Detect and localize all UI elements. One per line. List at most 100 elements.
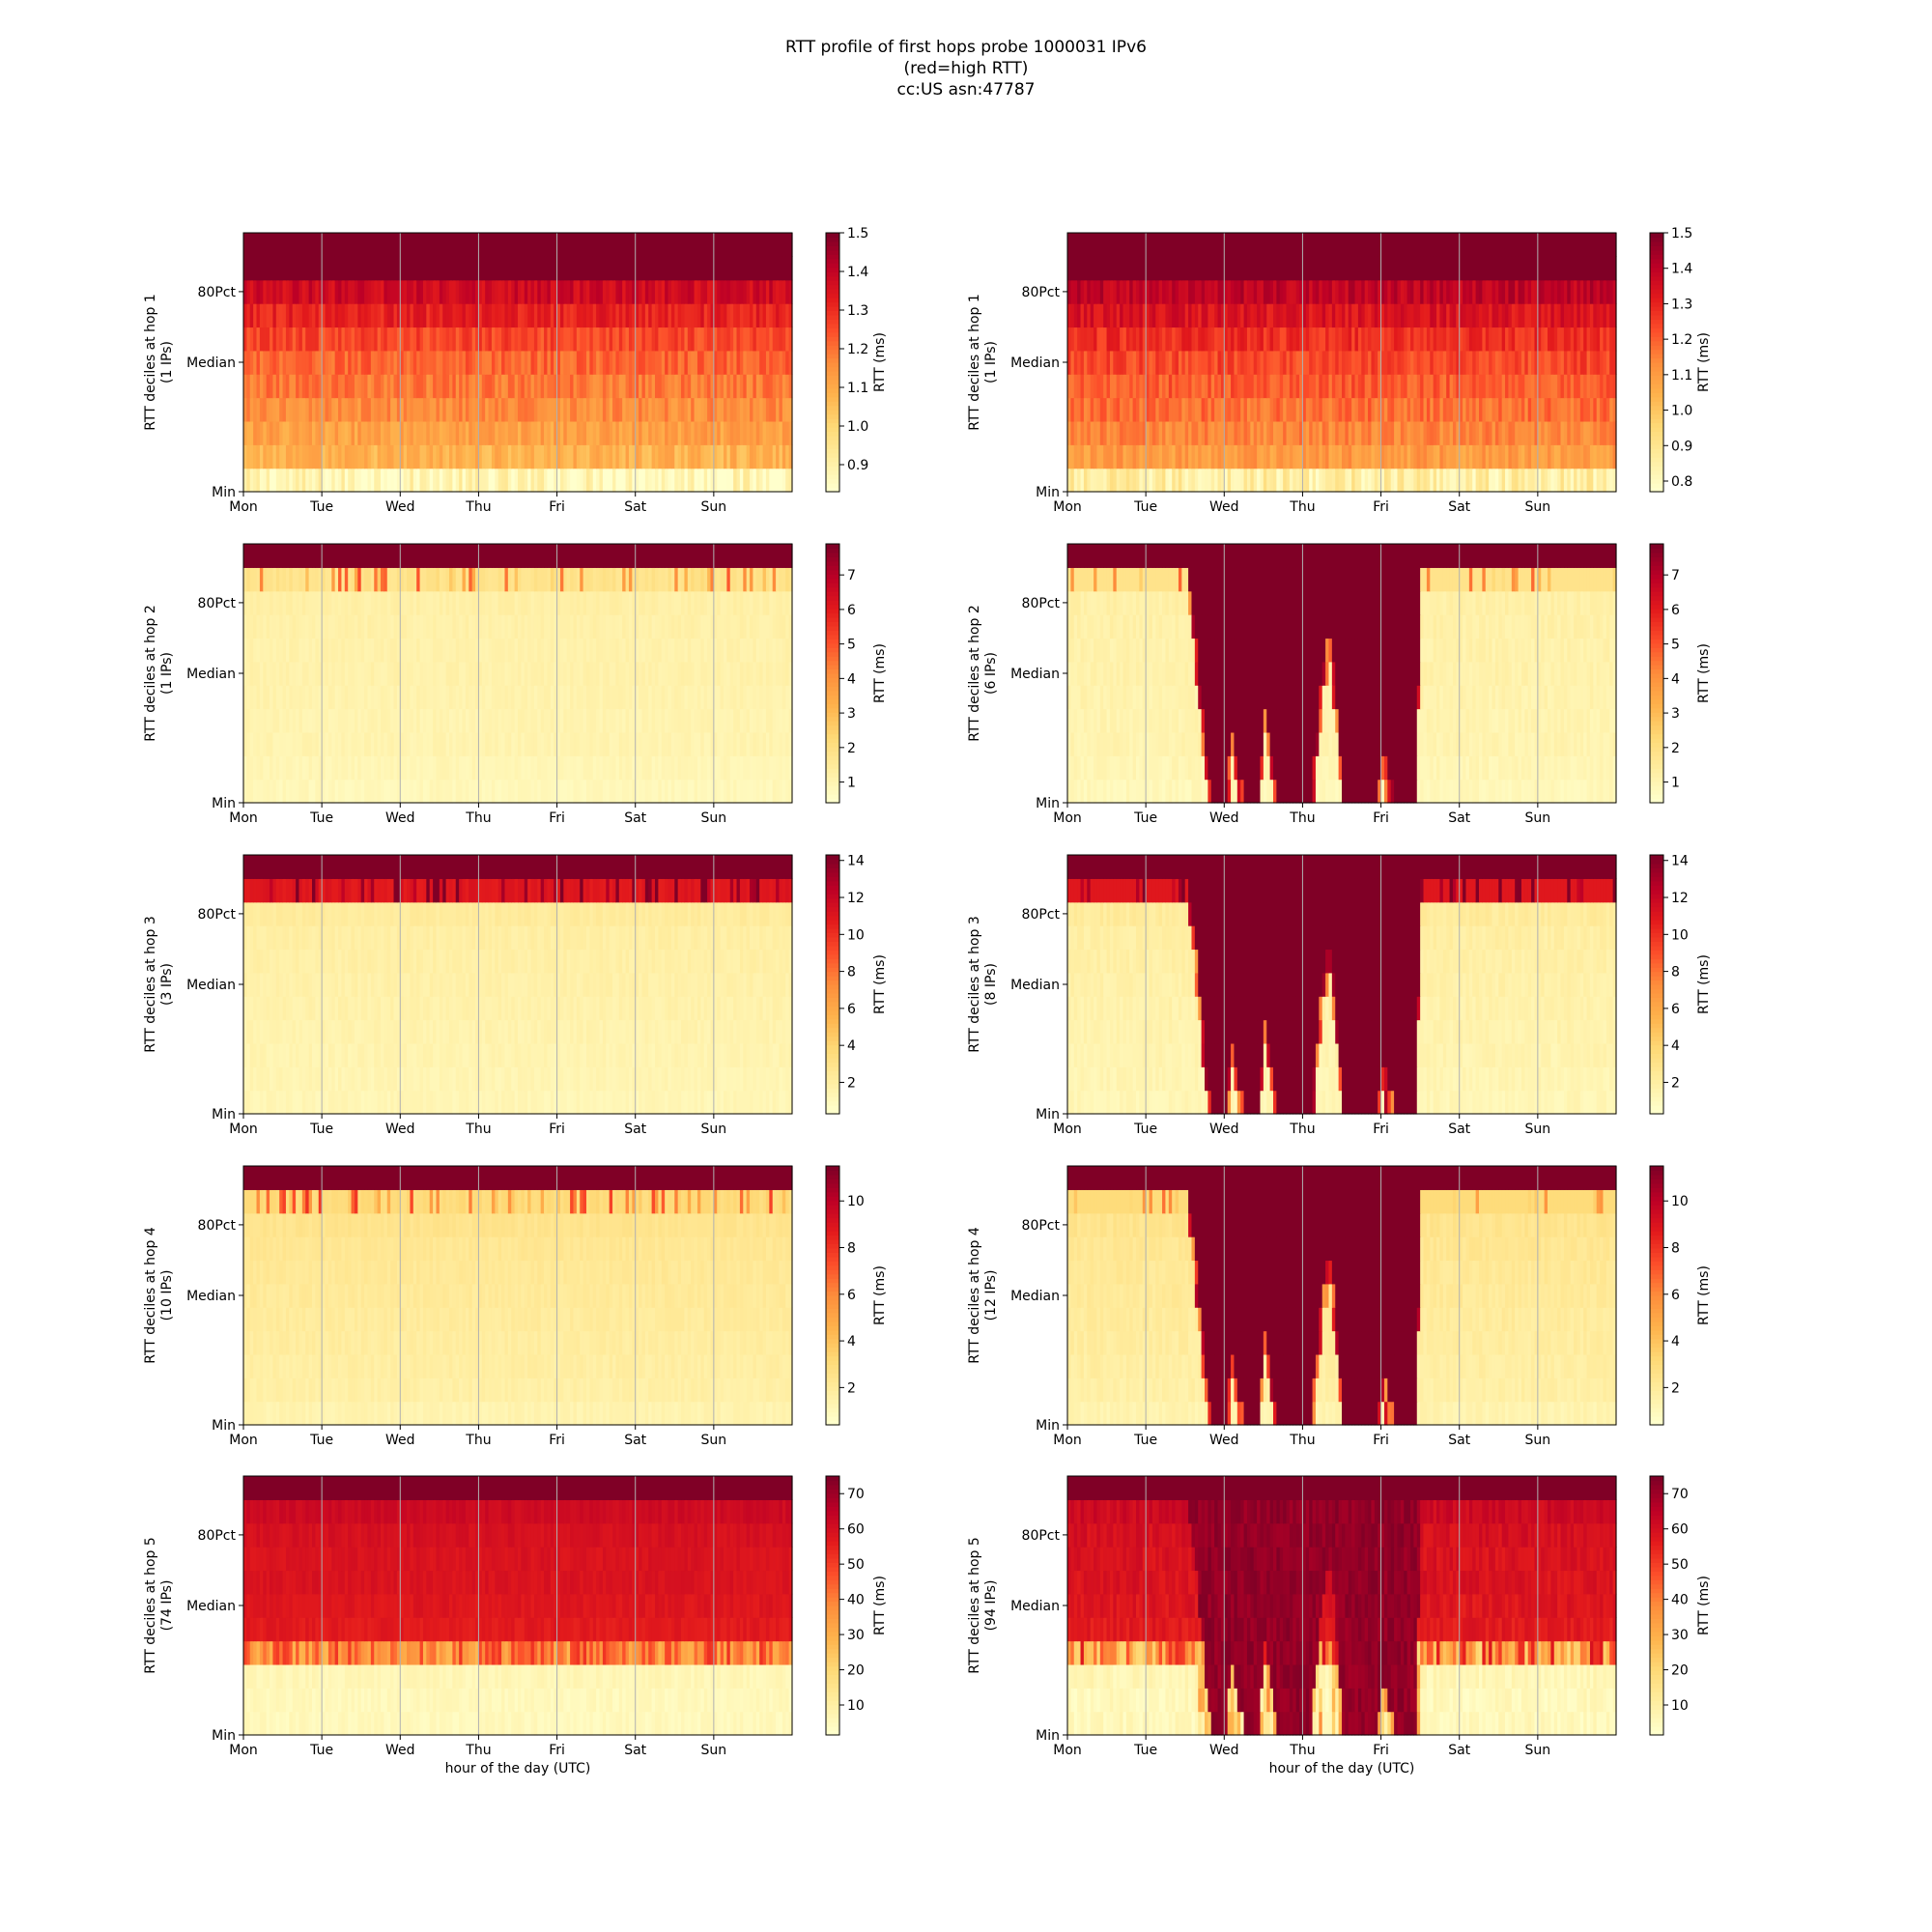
heatmap-cell: [412, 256, 417, 281]
heatmap-cell: [263, 444, 268, 469]
heatmap-cell: [1077, 444, 1082, 469]
heatmap-cell: [296, 420, 300, 445]
heatmap-cell: [511, 444, 516, 469]
heatmap-cell: [1109, 350, 1114, 375]
heatmap-cell: [1472, 279, 1477, 304]
heatmap-cell: [765, 256, 770, 281]
heatmap-cell: [696, 233, 701, 257]
heatmap-cell: [1423, 279, 1428, 304]
heatmap-cell: [367, 279, 372, 304]
colorbar-tick-label: 1.2: [847, 342, 868, 357]
heatmap-cell: [370, 755, 375, 781]
heatmap-cell: [360, 755, 365, 781]
heatmap-cell: [246, 397, 251, 422]
heatmap-cell: [710, 661, 715, 686]
heatmap-cell: [788, 256, 793, 281]
heatmap-cell: [1279, 420, 1284, 445]
heatmap-cell: [1520, 420, 1525, 445]
heatmap-cell: [759, 731, 764, 756]
heatmap-cell: [1489, 256, 1493, 281]
heatmap-cell: [1077, 468, 1082, 493]
heatmap-cell: [563, 327, 568, 352]
heatmap-cell: [1257, 327, 1262, 352]
heatmap-cell: [1113, 420, 1118, 445]
heatmap-cell: [312, 303, 316, 328]
heatmap-cell: [639, 350, 643, 375]
heatmap-cell: [407, 327, 412, 352]
heatmap-cell: [736, 303, 741, 328]
heatmap-cell: [462, 444, 467, 469]
heatmap-cell: [514, 731, 519, 756]
heatmap-cell: [1430, 444, 1435, 469]
heatmap-cell: [785, 279, 790, 304]
heatmap-cell: [367, 374, 372, 399]
heatmap-cell: [602, 256, 607, 281]
heatmap-cell: [449, 708, 453, 733]
heatmap-cell: [1250, 397, 1255, 422]
heatmap-cell: [504, 444, 509, 469]
heatmap-cell: [422, 755, 427, 781]
heatmap-cell: [1400, 327, 1405, 352]
heatmap-cell: [615, 755, 620, 781]
heatmap-cell: [1198, 444, 1203, 469]
heatmap-cell: [272, 374, 277, 399]
heatmap-cell: [559, 685, 564, 710]
heatmap-cell: [308, 350, 313, 375]
heatmap-cell: [511, 420, 516, 445]
colorbar-swatch: [1650, 443, 1663, 449]
heatmap-cell: [1527, 397, 1532, 422]
heatmap-cell: [318, 350, 323, 375]
heatmap-cell: [331, 350, 336, 375]
heatmap-cell: [1299, 444, 1304, 469]
heatmap-cell: [612, 779, 617, 804]
heatmap-cell: [1501, 350, 1506, 375]
heatmap-cell: [1494, 233, 1499, 257]
heatmap-cell: [433, 468, 438, 493]
heatmap-cell: [530, 350, 535, 375]
heatmap-cell: [726, 685, 731, 710]
heatmap-cell: [644, 374, 649, 399]
heatmap-cell: [779, 779, 783, 804]
heatmap-cell: [684, 661, 689, 686]
heatmap-cell: [635, 374, 639, 399]
heatmap-cell: [1315, 420, 1320, 445]
heatmap-cell: [412, 420, 417, 445]
heatmap-cell: [570, 661, 575, 686]
colorbar-swatch: [826, 331, 839, 337]
colorbar-swatch: [1650, 452, 1663, 458]
heatmap-cell: [285, 444, 290, 469]
heatmap-cell: [713, 779, 718, 804]
heatmap-cell: [315, 303, 320, 328]
heatmap-cell: [308, 685, 313, 710]
heatmap-cell: [1570, 256, 1575, 281]
heatmap-cell: [1146, 468, 1151, 493]
heatmap-cell: [462, 374, 467, 399]
heatmap-cell: [694, 708, 698, 733]
heatmap-cell: [1609, 279, 1614, 304]
heatmap-cell: [504, 279, 509, 304]
heatmap-cell: [655, 303, 659, 328]
heatmap-cell: [615, 256, 620, 281]
heatmap-cell: [1505, 256, 1510, 281]
heatmap-cell: [249, 350, 254, 375]
heatmap-cell: [504, 468, 509, 493]
heatmap-cell: [573, 279, 578, 304]
heatmap-cell: [495, 256, 499, 281]
heatmap-cell: [544, 256, 549, 281]
heatmap-cell: [514, 350, 519, 375]
heatmap-cell: [1436, 350, 1441, 375]
heatmap-cell: [1368, 303, 1373, 328]
heatmap-cell: [713, 327, 718, 352]
heatmap-cell: [677, 279, 682, 304]
heatmap-cell: [282, 233, 287, 257]
heatmap-cell: [1146, 420, 1151, 445]
heatmap-cell: [658, 661, 663, 686]
heatmap-cell: [322, 468, 327, 493]
heatmap-cell: [1106, 444, 1111, 469]
heatmap-cell: [518, 303, 522, 328]
heatmap-cell: [452, 444, 457, 469]
heatmap-cell: [1468, 420, 1473, 445]
heatmap-cell: [348, 256, 353, 281]
x-tick-label: Wed: [385, 499, 415, 515]
